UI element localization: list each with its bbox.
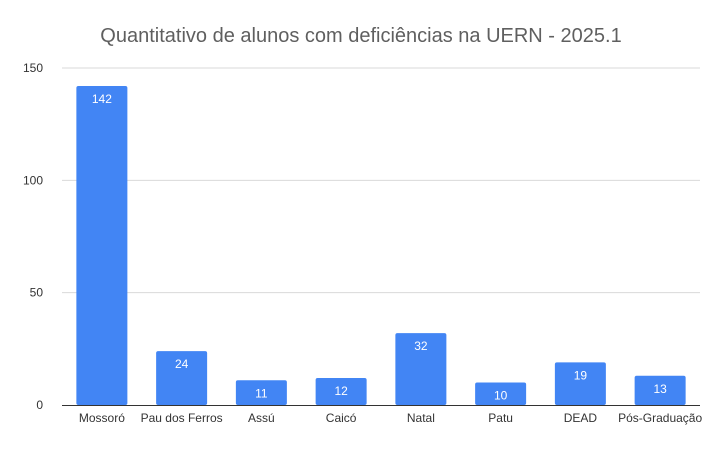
y-tick-label: 100 <box>23 173 43 187</box>
x-tick-label: Mossoró <box>79 411 125 425</box>
x-tick-label: Assú <box>248 411 275 425</box>
x-tick-label: Natal <box>407 411 435 425</box>
x-tick-label: Pau dos Ferros <box>141 411 223 425</box>
gridlines <box>62 67 700 294</box>
data-label: 12 <box>334 384 348 398</box>
bar <box>156 351 208 405</box>
chart-title: Quantitativo de alunos com deficiências … <box>100 25 621 47</box>
x-tick-label: Caicó <box>326 411 357 425</box>
bar <box>634 375 686 405</box>
data-label: 19 <box>574 368 588 382</box>
x-axis-ticks: Mossoró Pau dos Ferros Assú Caicó Natal Patu D… <box>79 411 703 425</box>
y-axis-ticks: 0 50 100 150 <box>23 61 43 412</box>
y-tick-label: 150 <box>23 61 43 75</box>
bar <box>76 85 128 406</box>
data-label: 11 <box>255 386 268 400</box>
x-tick-label: DEAD <box>564 411 598 425</box>
data-labels: 142 24 11 12 32 10 19 13 <box>92 92 667 403</box>
bars <box>76 85 686 406</box>
x-tick-label: Patu <box>488 411 513 425</box>
bar <box>315 378 367 405</box>
data-label: 24 <box>175 357 189 371</box>
bar <box>395 333 447 405</box>
y-tick-label: 0 <box>36 398 43 412</box>
data-label: 142 <box>92 92 112 106</box>
data-label: 13 <box>653 382 667 396</box>
x-tick-label: Pós-Graduação <box>618 411 702 425</box>
y-tick-label: 50 <box>30 286 44 300</box>
data-label: 32 <box>414 339 428 353</box>
bar <box>235 380 287 405</box>
bar <box>475 382 527 405</box>
bar <box>554 362 606 405</box>
data-label: 10 <box>494 389 508 403</box>
